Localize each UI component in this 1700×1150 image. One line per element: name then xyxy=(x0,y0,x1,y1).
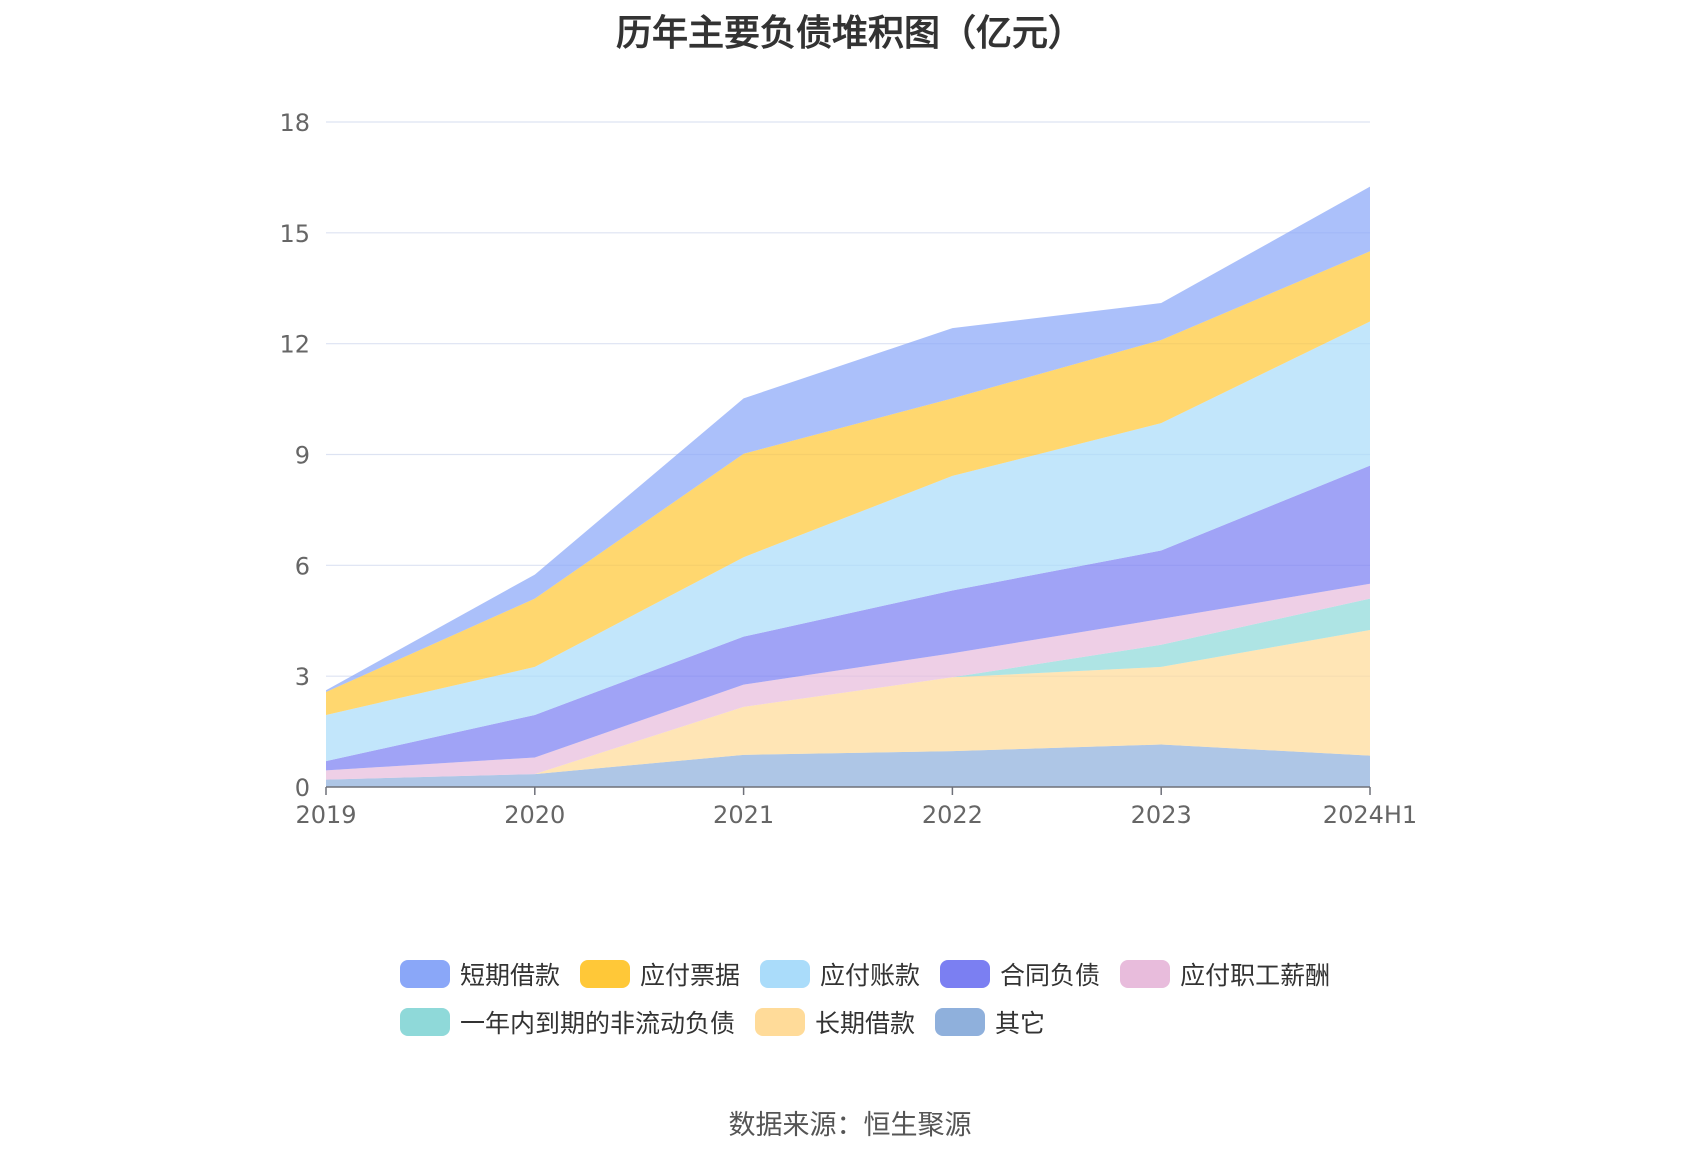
legend-swatch xyxy=(400,960,450,988)
area-series xyxy=(326,629,1370,780)
legend-item[interactable]: 长期借款 xyxy=(755,1004,915,1040)
legend-swatch xyxy=(400,1008,450,1036)
legend-item[interactable]: 短期借款 xyxy=(400,956,560,992)
legend-label: 其它 xyxy=(995,1009,1046,1038)
legend-swatch xyxy=(1120,960,1171,988)
legend-label: 长期借款 xyxy=(815,1009,916,1038)
x-tick-label: 2024H1 xyxy=(1323,801,1417,829)
legend-label: 应付票据 xyxy=(640,961,741,990)
y-tick-label: 6 xyxy=(295,552,310,580)
legend-label: 应付职工薪酬 xyxy=(1180,961,1331,990)
chart-title: 历年主要负债堆积图（亿元） xyxy=(615,13,1084,54)
legend-label: 应付账款 xyxy=(820,961,921,990)
legend-item[interactable]: 应付票据 xyxy=(580,956,740,992)
y-tick-label: 15 xyxy=(279,220,310,248)
data-source-note: 数据来源：恒生聚源 xyxy=(728,1110,972,1141)
area-series xyxy=(326,744,1370,787)
area-series xyxy=(326,186,1370,693)
x-tick-label: 2019 xyxy=(295,801,356,829)
legend-item[interactable]: 合同负债 xyxy=(940,956,1100,992)
legend-swatch xyxy=(940,960,991,988)
x-tick-label: 2021 xyxy=(713,801,774,829)
y-tick-label: 12 xyxy=(279,331,310,359)
area-series xyxy=(326,251,1370,715)
legend-swatch xyxy=(935,1008,986,1036)
y-tick-label: 9 xyxy=(295,442,310,470)
legend-swatch xyxy=(580,960,631,988)
legend-row: 短期借款 应付票据 应付账款 合同负债 应付职工薪酬 xyxy=(400,950,1400,998)
area-series xyxy=(326,583,1370,780)
legend-swatch xyxy=(760,960,811,988)
legend-item[interactable]: 一年内到期的非流动负债 xyxy=(400,1004,735,1040)
stacked-area-chart: 0 3 6 9 12 15 18 2019 2020 2021 2022 2023 2024H1 xyxy=(279,109,1417,829)
legend-label: 一年内到期的非流动负债 xyxy=(460,1009,736,1038)
y-tick-label: 18 xyxy=(279,109,310,137)
legend-item[interactable]: 应付职工薪酬 xyxy=(1120,956,1330,992)
legend-item[interactable]: 应付账款 xyxy=(760,956,920,992)
legend-item[interactable]: 其它 xyxy=(935,1004,1045,1040)
legend-swatch xyxy=(755,1008,806,1036)
x-tick-label: 2023 xyxy=(1131,801,1192,829)
legend-row: 一年内到期的非流动负债 长期借款 其它 xyxy=(400,998,1400,1046)
y-tick-label: 0 xyxy=(295,774,310,802)
legend-label: 合同负债 xyxy=(1000,961,1101,990)
legend: 短期借款 应付票据 应付账款 合同负债 应付职工薪酬一年内到期的非流动负债 长期借款 其它 xyxy=(400,950,1400,1046)
area-series xyxy=(326,465,1370,771)
x-tick-label: 2020 xyxy=(504,801,565,829)
x-tick-label: 2022 xyxy=(922,801,983,829)
y-tick-label: 3 xyxy=(295,663,310,691)
area-series xyxy=(326,321,1370,762)
legend-label: 短期借款 xyxy=(460,961,561,990)
